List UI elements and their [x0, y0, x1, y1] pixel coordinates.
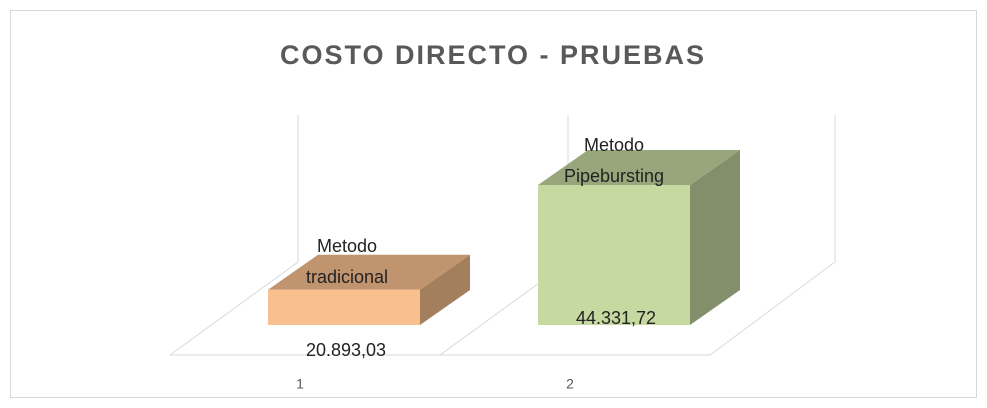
- floor-line: [169, 261, 299, 356]
- data-label: 44.331,72: [576, 308, 656, 328]
- floor-line: [709, 261, 836, 356]
- x-tick-label: 1: [296, 376, 304, 392]
- bar-side: [690, 150, 740, 325]
- bar-top: [268, 254, 470, 290]
- point-label: Metodo tradicional: [305, 235, 389, 287]
- chart-title: COSTO DIRECTO - PRUEBAS: [280, 40, 706, 70]
- data-label: 20.893,03: [306, 340, 386, 360]
- bar: [538, 185, 690, 325]
- x-tick-label: 2: [566, 376, 574, 392]
- bar-side: [420, 254, 470, 325]
- chart-border: [10, 10, 977, 398]
- bar: [268, 289, 420, 325]
- point-label: Metodo Pipebursting: [563, 135, 665, 186]
- bar-top: [538, 150, 740, 186]
